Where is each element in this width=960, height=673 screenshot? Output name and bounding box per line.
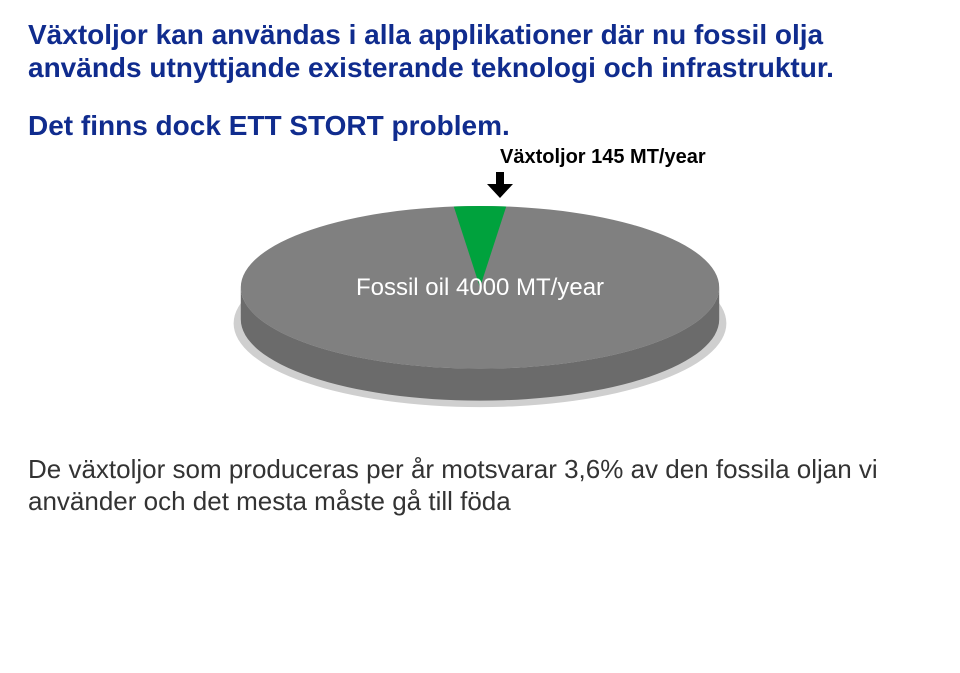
title-line-2: Det finns dock ETT STORT problem. — [28, 109, 932, 142]
title-spacer — [28, 84, 932, 109]
pie-slice-label-fossil-oil: Fossil oil 4000 MT/year — [356, 274, 604, 302]
slide: Växtoljor kan användas i alla applikatio… — [0, 0, 960, 673]
bottom-caption: De växtoljor som produceras per år motsv… — [28, 454, 932, 517]
down-arrow-icon — [485, 172, 515, 203]
title-block: Växtoljor kan användas i alla applikatio… — [28, 18, 932, 142]
title-line-1: Växtoljor kan användas i alla applikatio… — [28, 18, 932, 84]
pie-chart: Växtoljor 145 MT/year Fossil oil 4000 MT… — [220, 146, 740, 446]
pie-slice-label-plant-oil: Växtoljor 145 MT/year — [500, 146, 706, 169]
